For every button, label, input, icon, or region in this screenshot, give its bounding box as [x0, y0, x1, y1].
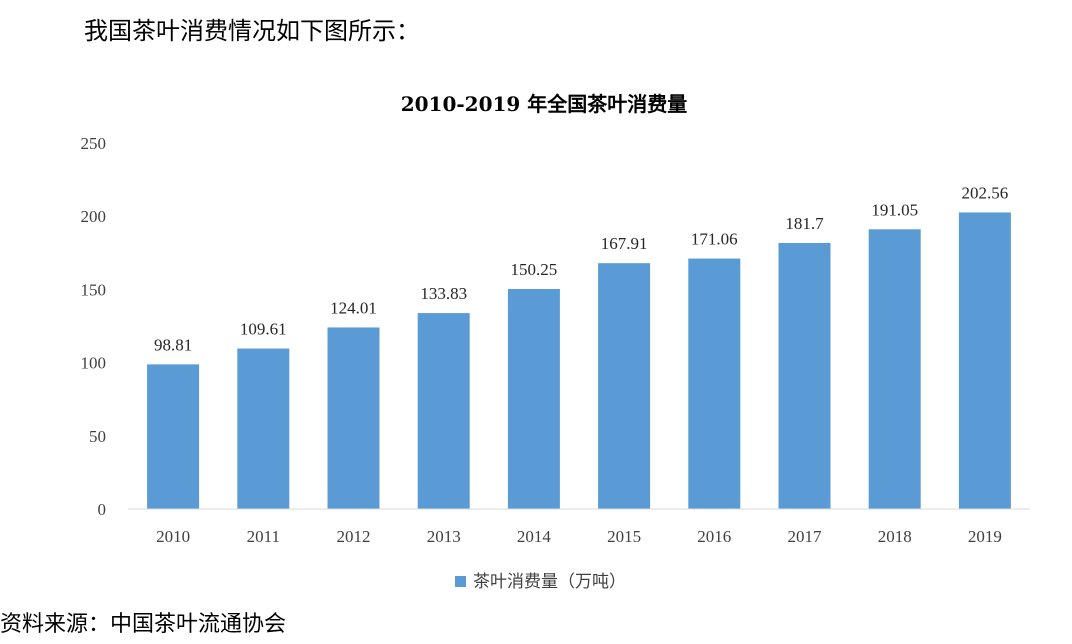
bar-series: 98.81 109.61 124.01 133.83 150.25 167.91 171.0… — [147, 183, 1011, 510]
data-label: 150.25 — [511, 260, 558, 279]
data-label: 109.61 — [240, 320, 287, 339]
data-label: 133.83 — [420, 284, 467, 303]
bar — [417, 313, 470, 509]
x-tick-label: 2016 — [697, 527, 731, 546]
legend: 茶叶消费量（万吨） — [455, 572, 626, 592]
x-tick-label: 2017 — [788, 527, 823, 546]
y-tick-label: 250 — [81, 134, 107, 153]
legend-swatch — [455, 576, 466, 587]
y-tick-label: 100 — [81, 354, 107, 373]
y-tick-label: 200 — [81, 207, 107, 226]
data-label: 98.81 — [154, 335, 192, 354]
chart-title: 2010-2019 年全国茶叶消费量 — [401, 92, 688, 116]
bar — [327, 327, 380, 509]
bar — [237, 348, 290, 509]
x-tick-label: 2015 — [607, 527, 641, 546]
data-label: 171.06 — [691, 230, 738, 249]
x-tick-label: 2019 — [968, 527, 1002, 546]
data-label: 124.01 — [330, 298, 377, 317]
x-tick-label: 2014 — [517, 527, 552, 546]
bar — [778, 242, 831, 509]
bar — [598, 263, 651, 509]
data-label: 202.56 — [962, 183, 1009, 202]
y-tick-label: 0 — [98, 500, 107, 519]
x-tick-label: 2011 — [247, 527, 280, 546]
y-tick-label: 50 — [89, 427, 106, 446]
bar — [147, 364, 200, 509]
bar — [688, 258, 741, 509]
x-tick-label: 2013 — [427, 527, 461, 546]
legend-label: 茶叶消费量（万吨） — [473, 572, 626, 592]
y-axis: 0 50 100 150 200 250 — [81, 134, 107, 519]
x-tick-label: 2018 — [878, 527, 912, 546]
x-axis: 2010 2011 2012 2013 2014 2015 2016 2017 2018 2019 — [128, 508, 1030, 546]
y-tick-label: 150 — [81, 280, 107, 299]
x-tick-label: 2010 — [156, 527, 190, 546]
x-tick-label: 2012 — [337, 527, 371, 546]
bar — [868, 229, 921, 509]
data-label: 191.05 — [871, 200, 918, 219]
data-label: 167.91 — [601, 234, 648, 253]
data-label: 181.7 — [785, 214, 824, 233]
bar — [958, 212, 1011, 510]
intro-text: 我国茶叶消费情况如下图所示： — [84, 17, 420, 45]
bar — [507, 289, 560, 509]
source-text: 资料来源：中国茶叶流通协会 — [0, 612, 287, 637]
